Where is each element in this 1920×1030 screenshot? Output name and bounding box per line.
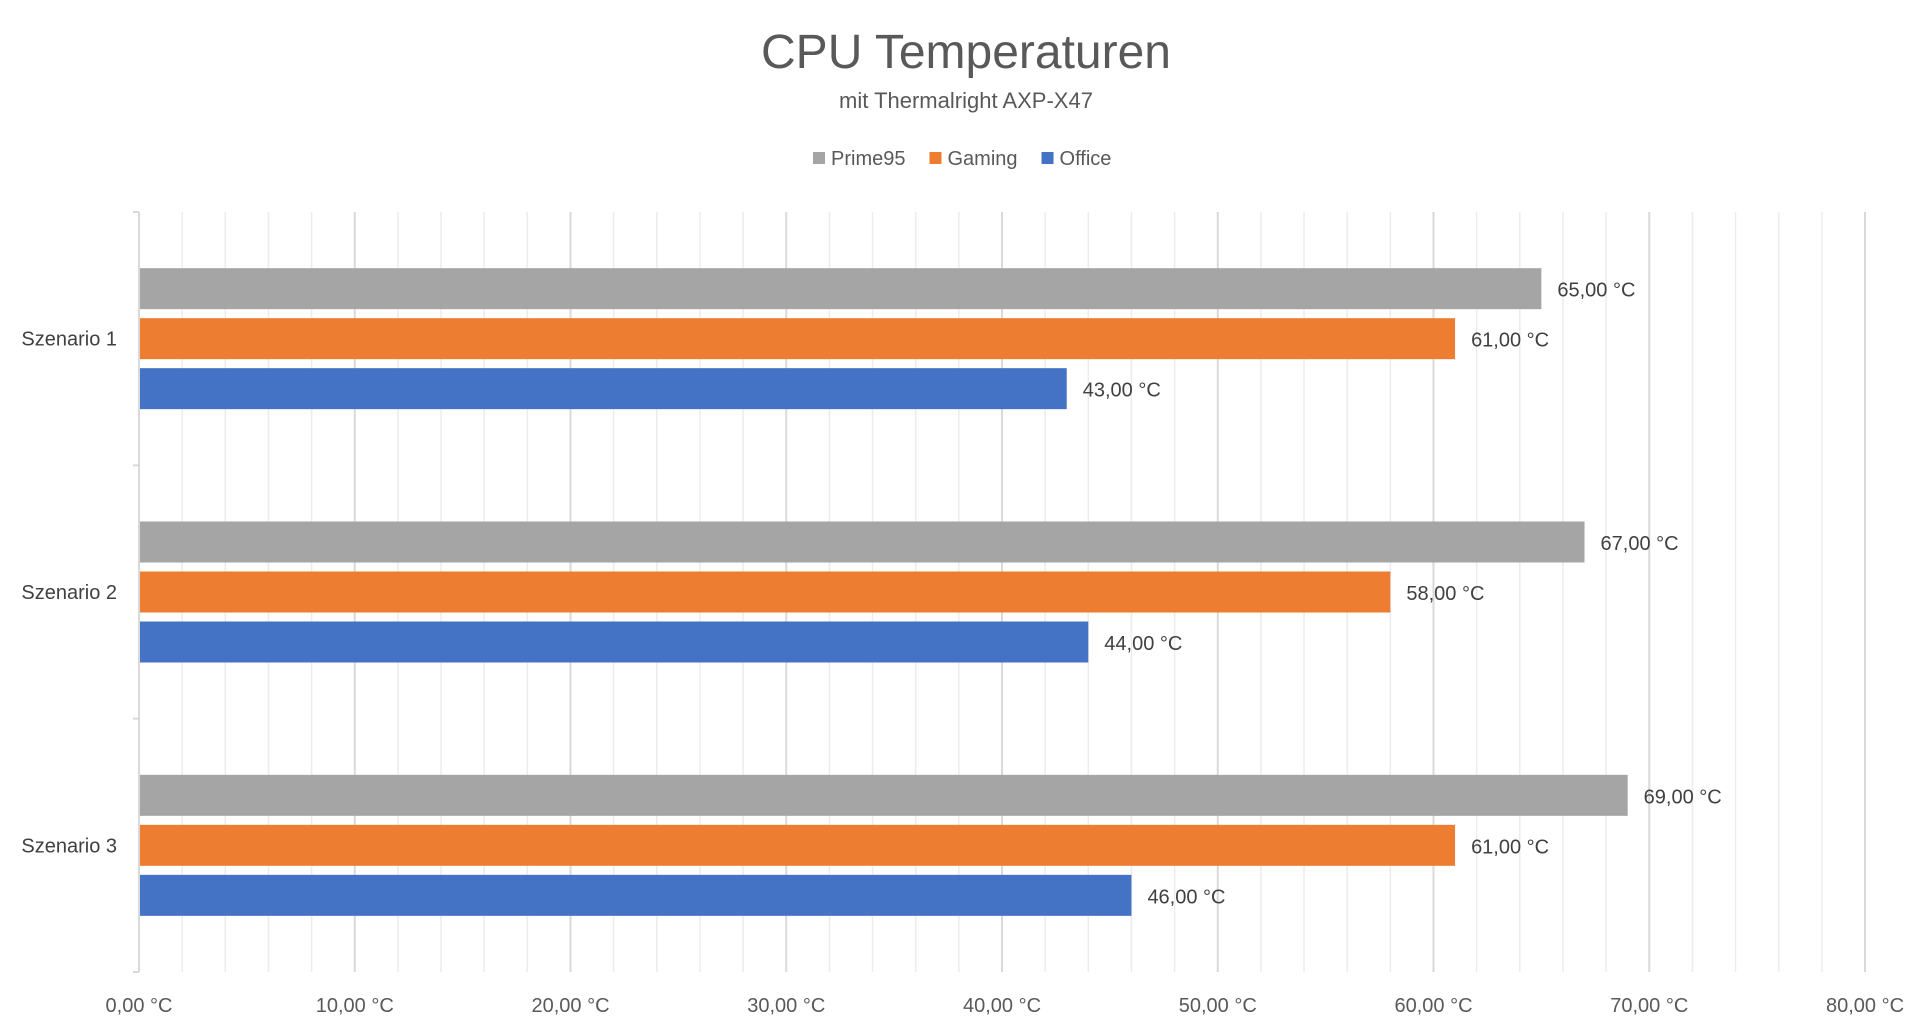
legend: Prime95 Gaming Office — [813, 148, 1111, 170]
legend-swatch — [929, 152, 942, 164]
bar-gaming — [139, 571, 1391, 613]
bar-prime95 — [139, 774, 1628, 816]
legend-swatch — [1041, 152, 1054, 164]
data-label: 69,00 °C — [1644, 786, 1722, 808]
data-label: 61,00 °C — [1471, 836, 1549, 858]
x-tick-label: 40,00 °C — [963, 995, 1041, 1017]
bar-office — [139, 368, 1067, 410]
legend-swatch — [813, 152, 825, 164]
data-label: 44,00 °C — [1104, 633, 1182, 655]
chart-subtitle: mit Thermalright AXP-X47 — [839, 88, 1093, 113]
bar-office — [139, 874, 1132, 916]
x-tick-label: 70,00 °C — [1610, 995, 1688, 1017]
data-label: 43,00 °C — [1083, 380, 1161, 402]
category-label: Szenario 1 — [21, 329, 117, 351]
legend-label: Office — [1060, 148, 1112, 170]
data-label: 61,00 °C — [1471, 330, 1549, 352]
data-label: 67,00 °C — [1601, 533, 1679, 555]
bar-gaming — [139, 318, 1456, 360]
data-label: 65,00 °C — [1557, 280, 1635, 302]
bar-prime95 — [139, 521, 1585, 563]
category-label: Szenario 2 — [21, 582, 117, 604]
bar-prime95 — [139, 268, 1542, 310]
x-tick-label: 80,00 °C — [1826, 995, 1904, 1017]
chart-title: CPU Temperaturen — [761, 26, 1171, 79]
x-tick-label: 60,00 °C — [1394, 995, 1472, 1017]
data-label: 46,00 °C — [1147, 886, 1225, 908]
bar-gaming — [139, 824, 1456, 866]
x-tick-label: 30,00 °C — [747, 995, 825, 1017]
bars: 65,00 °C 61,00 °C 43,00 °C 67,00 °C 58,00 °C… — [139, 268, 1722, 916]
bar-office — [139, 621, 1089, 663]
x-tick-label: 10,00 °C — [316, 995, 394, 1017]
axes: 0,00 °C 10,00 °C 20,00 °C 30,00 °C 40,00 °C 5… — [21, 211, 1904, 1017]
x-tick-label: 50,00 °C — [1179, 995, 1257, 1017]
legend-label: Gaming — [947, 148, 1017, 170]
data-label: 58,00 °C — [1406, 583, 1484, 605]
category-label: Szenario 3 — [21, 835, 117, 857]
x-tick-label: 0,00 °C — [106, 995, 173, 1017]
x-tick-label: 20,00 °C — [531, 995, 609, 1017]
legend-label: Prime95 — [831, 148, 905, 170]
